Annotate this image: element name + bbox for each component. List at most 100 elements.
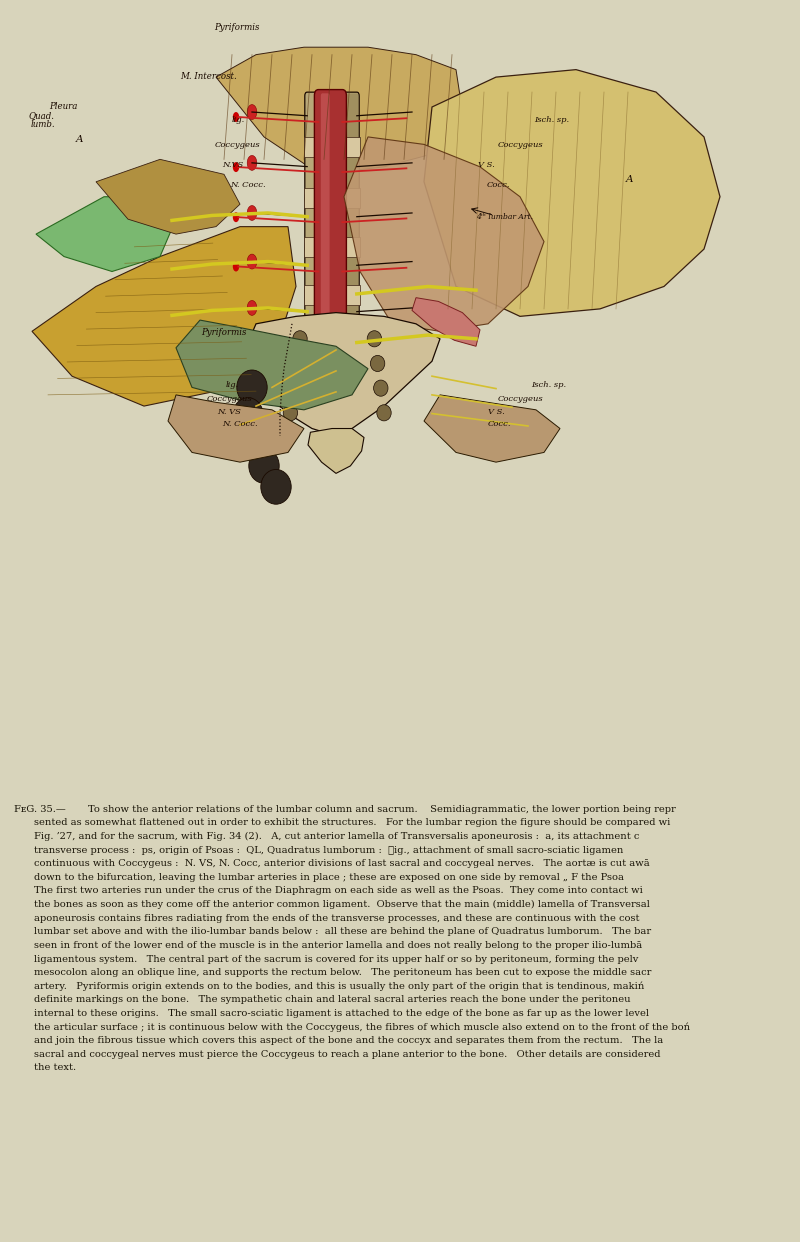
Ellipse shape: [237, 370, 267, 405]
Text: artery.   Pyriformis origin extends on to the bodies, and this is usually the on: artery. Pyriformis origin extends on to …: [34, 981, 644, 991]
Text: A: A: [626, 175, 633, 184]
Text: lumb.: lumb.: [30, 120, 55, 129]
Text: aponeurosis contains fibres radiating from the ends of the transverse processes,: aponeurosis contains fibres radiating fr…: [34, 914, 639, 923]
Ellipse shape: [370, 355, 385, 371]
Text: seen in front of the lower end of the muscle is in the anterior lamella and does: seen in front of the lower end of the mu…: [34, 941, 642, 950]
Polygon shape: [412, 298, 480, 347]
Bar: [304, 237, 360, 257]
Text: sacral and coccygeal nerves must pierce the Coccygeus to reach a plane anterior : sacral and coccygeal nerves must pierce …: [34, 1049, 660, 1058]
Text: mesocolon along an oblique line, and supports the rectum below.   The peritoneum: mesocolon along an oblique line, and sup…: [34, 968, 651, 977]
Bar: [304, 284, 360, 304]
FancyBboxPatch shape: [321, 93, 330, 319]
Text: N. Cocc.: N. Cocc.: [230, 181, 266, 189]
Text: N. VS: N. VS: [218, 407, 242, 416]
Text: lig.: lig.: [226, 381, 239, 390]
Text: 4ᵗʰ lumbar Art.: 4ᵗʰ lumbar Art.: [476, 214, 533, 221]
Text: Coccygeus: Coccygeus: [206, 395, 252, 402]
FancyBboxPatch shape: [305, 143, 359, 202]
Polygon shape: [96, 159, 240, 233]
Text: Coccygeus: Coccygeus: [498, 142, 543, 149]
Text: V S.: V S.: [478, 161, 495, 169]
Text: Pyriformis: Pyriformis: [214, 22, 260, 32]
Text: down to the bifurcation, leaving the lumbar arteries in place ; these are expose: down to the bifurcation, leaving the lum…: [34, 873, 624, 882]
Circle shape: [233, 262, 239, 272]
Polygon shape: [424, 395, 560, 462]
FancyBboxPatch shape: [330, 144, 358, 201]
Circle shape: [233, 212, 239, 222]
Text: Pleura: Pleura: [50, 102, 78, 111]
Text: N. Cocc.: N. Cocc.: [222, 420, 258, 428]
Ellipse shape: [290, 355, 304, 371]
Text: transverse process :  ps, origin of Psoas :  QL, Quadratus lumborum :  ℓig., att: transverse process : ps, origin of Psoas…: [34, 846, 623, 854]
Ellipse shape: [367, 330, 382, 347]
Polygon shape: [424, 70, 720, 317]
Text: and join the fibrous tissue which covers this aspect of the bone and the coccyx : and join the fibrous tissue which covers…: [34, 1036, 663, 1046]
Text: the bones as soon as they come off the anterior common ligament.  Observe that t: the bones as soon as they come off the a…: [34, 900, 650, 909]
Polygon shape: [342, 320, 378, 395]
FancyBboxPatch shape: [305, 288, 359, 348]
Circle shape: [233, 163, 239, 173]
Polygon shape: [216, 47, 464, 174]
Circle shape: [247, 301, 257, 315]
Text: Pyriformis: Pyriformis: [202, 328, 247, 337]
Ellipse shape: [249, 448, 279, 483]
Circle shape: [247, 104, 257, 119]
Text: continuous with Coccygeus :  N. VS, N. Cocc, anterior divisions of last sacral a: continuous with Coccygeus : N. VS, N. Co…: [34, 859, 650, 868]
Text: ligamentous system.   The central part of the sacrum is covered for its upper ha: ligamentous system. The central part of …: [34, 955, 638, 964]
Text: Cocc.: Cocc.: [488, 420, 511, 428]
Polygon shape: [176, 320, 368, 410]
Polygon shape: [32, 226, 296, 406]
Text: The first two arteries run under the crus of the Diaphragm on each side as well : The first two arteries run under the cru…: [34, 887, 642, 895]
Text: A: A: [76, 135, 83, 144]
Text: the articular surface ; it is continuous below with the Coccygeus, the fibres of: the articular surface ; it is continuous…: [34, 1022, 690, 1032]
Ellipse shape: [377, 405, 391, 421]
Text: Isch. sp.: Isch. sp.: [531, 381, 566, 390]
Polygon shape: [168, 395, 304, 462]
FancyBboxPatch shape: [330, 289, 358, 347]
Ellipse shape: [286, 380, 301, 396]
Ellipse shape: [374, 380, 388, 396]
FancyBboxPatch shape: [305, 92, 359, 152]
Circle shape: [247, 255, 257, 270]
Text: Coccygeus: Coccygeus: [214, 142, 260, 149]
Text: Fig. ’27, and for the sacrum, with Fig. 34 (2).   A, cut anterior lamella of Tra: Fig. ’27, and for the sacrum, with Fig. …: [34, 832, 639, 841]
Circle shape: [247, 205, 257, 220]
Text: lig.: lig.: [232, 117, 246, 124]
Text: M. Intercost.: M. Intercost.: [180, 72, 237, 81]
Text: Isch. sp.: Isch. sp.: [534, 117, 570, 124]
Bar: [304, 188, 360, 207]
Polygon shape: [36, 196, 176, 272]
Text: N.VS: N.VS: [222, 161, 244, 169]
Circle shape: [247, 155, 257, 170]
Text: V S.: V S.: [488, 407, 505, 416]
Polygon shape: [344, 137, 544, 332]
FancyBboxPatch shape: [305, 193, 359, 252]
Text: Cocc.: Cocc.: [486, 181, 510, 189]
Bar: [0, 47, 800, 795]
Bar: [304, 138, 360, 158]
Ellipse shape: [239, 425, 270, 460]
Text: FᴇG. 35.—: FᴇG. 35.—: [14, 805, 66, 814]
FancyBboxPatch shape: [314, 89, 346, 323]
Text: Quad.: Quad.: [28, 112, 54, 120]
FancyBboxPatch shape: [330, 243, 358, 301]
Text: definite markings on the bone.   The sympathetic chain and lateral sacral arteri: definite markings on the bone. The sympa…: [34, 995, 630, 1005]
Text: sented as somewhat flattened out in order to exhibit the structures.   For the l: sented as somewhat flattened out in orde…: [34, 818, 670, 827]
Text: internal to these origins.   The small sacro-sciatic ligament is attached to the: internal to these origins. The small sac…: [34, 1009, 649, 1018]
Text: the text.: the text.: [34, 1063, 76, 1072]
Polygon shape: [296, 335, 344, 373]
FancyBboxPatch shape: [330, 194, 358, 251]
Ellipse shape: [233, 397, 263, 432]
Circle shape: [233, 112, 239, 122]
Text: lumbar set above and with the ilio-lumbar bands below :  all these are behind th: lumbar set above and with the ilio-lumba…: [34, 928, 650, 936]
Ellipse shape: [283, 405, 298, 421]
Polygon shape: [308, 428, 364, 473]
Polygon shape: [240, 313, 440, 436]
Polygon shape: [280, 320, 318, 407]
Text: Coccygeus: Coccygeus: [498, 395, 543, 402]
Ellipse shape: [261, 469, 291, 504]
Text: To show the anterior relations of the lumbar column and sacrum.    Semidiagramma: To show the anterior relations of the lu…: [88, 805, 676, 814]
FancyBboxPatch shape: [305, 242, 359, 302]
FancyBboxPatch shape: [330, 93, 358, 150]
Ellipse shape: [293, 330, 307, 347]
